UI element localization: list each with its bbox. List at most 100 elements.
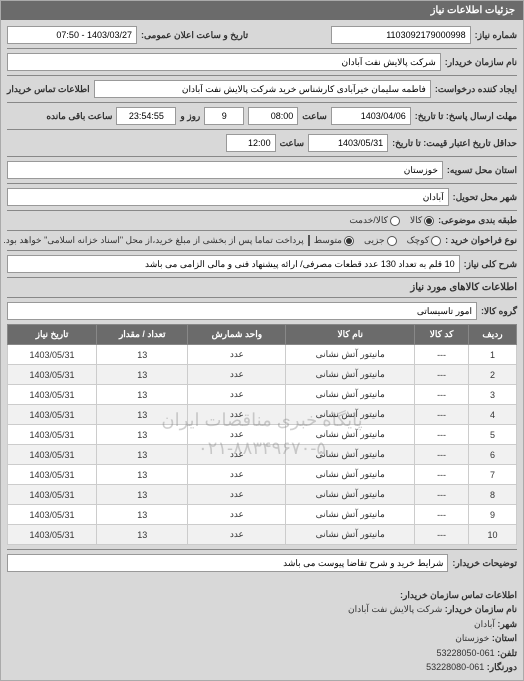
budget-radio-group: کالا کالا/خدمت bbox=[349, 215, 434, 226]
row-province: استان محل تسویه: bbox=[7, 161, 517, 179]
table-cell: مانیتور آتش نشانی bbox=[286, 505, 415, 525]
table-cell: 13 bbox=[97, 465, 188, 485]
table-row: 3---مانیتور آتش نشانیعدد131403/05/31 bbox=[8, 385, 517, 405]
table-cell: --- bbox=[415, 425, 469, 445]
table-cell: 2 bbox=[468, 365, 516, 385]
payment-note: پرداخت تماما پس از بخشی از مبلغ خرید،از … bbox=[3, 235, 304, 246]
table-header: نام کالا bbox=[286, 325, 415, 345]
size-label: نوع فراخوان خرید : bbox=[445, 235, 517, 246]
buyer-name-label: نام سازمان خریدار: bbox=[445, 57, 517, 68]
table-cell: --- bbox=[415, 445, 469, 465]
radio-icon bbox=[431, 236, 441, 246]
province-input[interactable] bbox=[7, 161, 443, 179]
table-cell: --- bbox=[415, 525, 469, 545]
city-label: شهر محل تحویل: bbox=[453, 192, 517, 203]
table-cell: مانیتور آتش نشانی bbox=[286, 425, 415, 445]
deadline-label: مهلت ارسال پاسخ: تا تاریخ: bbox=[415, 111, 517, 122]
row-validity: حداقل تاریخ اعتبار قیمت: تا تاریخ: ساعت bbox=[7, 134, 517, 152]
table-row: 1---مانیتور آتش نشانیعدد131403/05/31 bbox=[8, 345, 517, 365]
panel-header: جزئیات اطلاعات نیاز bbox=[1, 1, 523, 20]
table-header: کد کالا bbox=[415, 325, 469, 345]
table-cell: مانیتور آتش نشانی bbox=[286, 465, 415, 485]
deadline-date-input[interactable] bbox=[331, 107, 411, 125]
goods-table: ردیفکد کالانام کالاواحد شمارشتعداد / مقد… bbox=[7, 324, 517, 545]
row-group: گروه کالا: bbox=[7, 302, 517, 320]
table-cell: مانیتور آتش نشانی bbox=[286, 485, 415, 505]
table-cell: 10 bbox=[468, 525, 516, 545]
announce-label: تاریخ و ساعت اعلان عمومی: bbox=[141, 30, 248, 41]
table-cell: مانیتور آتش نشانی bbox=[286, 405, 415, 425]
announce-input[interactable] bbox=[7, 26, 137, 44]
size-opt-2[interactable]: متوسط bbox=[314, 235, 354, 246]
table-cell: 1403/05/31 bbox=[8, 345, 97, 365]
table-cell: 8 bbox=[468, 485, 516, 505]
table-row: 6---مانیتور آتش نشانیعدد131403/05/31 bbox=[8, 445, 517, 465]
requester-input[interactable] bbox=[94, 80, 431, 98]
table-cell: 13 bbox=[97, 365, 188, 385]
table-row: 9---مانیتور آتش نشانیعدد131403/05/31 bbox=[8, 505, 517, 525]
desc-label: شرح کلی نیاز: bbox=[464, 259, 517, 270]
table-cell: 1403/05/31 bbox=[8, 425, 97, 445]
table-cell: --- bbox=[415, 505, 469, 525]
validity-time-input[interactable] bbox=[226, 134, 276, 152]
table-cell: 13 bbox=[97, 445, 188, 465]
table-cell: مانیتور آتش نشانی bbox=[286, 345, 415, 365]
size-opt-0[interactable]: کوچک bbox=[407, 235, 442, 246]
table-cell: 4 bbox=[468, 405, 516, 425]
main-panel: جزئیات اطلاعات نیاز شماره نیاز: تاریخ و … bbox=[0, 0, 524, 681]
radio-icon bbox=[390, 216, 400, 226]
group-input[interactable] bbox=[7, 302, 477, 320]
table-cell: --- bbox=[415, 485, 469, 505]
row-deadline: مهلت ارسال پاسخ: تا تاریخ: ساعت روز و سا… bbox=[7, 107, 517, 125]
city-input[interactable] bbox=[7, 188, 449, 206]
table-cell: عدد bbox=[188, 345, 286, 365]
table-cell: 1403/05/31 bbox=[8, 405, 97, 425]
remain-days-input bbox=[204, 107, 244, 125]
radio-icon bbox=[387, 236, 397, 246]
row-budget: طبقه بندی موضوعی: کالا کالا/خدمت bbox=[7, 215, 517, 226]
form-content: شماره نیاز: تاریخ و ساعت اعلان عمومی: نا… bbox=[1, 20, 523, 582]
time-label-2: ساعت bbox=[280, 138, 305, 149]
validity-date-input[interactable] bbox=[308, 134, 388, 152]
size-radio-group: کوچک جزیی متوسط bbox=[314, 235, 441, 246]
table-cell: 1403/05/31 bbox=[8, 485, 97, 505]
table-cell: --- bbox=[415, 365, 469, 385]
payment-checkbox[interactable] bbox=[308, 235, 310, 246]
footer-heading: اطلاعات تماس سازمان خریدار: bbox=[400, 590, 517, 600]
table-cell: 1403/05/31 bbox=[8, 445, 97, 465]
buyer-note-input[interactable] bbox=[7, 554, 448, 572]
table-cell: --- bbox=[415, 345, 469, 365]
table-header: ردیف bbox=[468, 325, 516, 345]
deadline-time-input[interactable] bbox=[248, 107, 298, 125]
budget-opt-0[interactable]: کالا bbox=[410, 215, 434, 226]
row-city: شهر محل تحویل: bbox=[7, 188, 517, 206]
desc-input[interactable] bbox=[7, 255, 460, 273]
table-row: 4---مانیتور آتش نشانیعدد131403/05/31 bbox=[8, 405, 517, 425]
table-cell: 13 bbox=[97, 385, 188, 405]
table-cell: 1403/05/31 bbox=[8, 465, 97, 485]
province-label: استان محل تسویه: bbox=[447, 165, 517, 176]
size-opt-1[interactable]: جزیی bbox=[364, 235, 397, 246]
row-buyer-note: توضیحات خریدار: bbox=[7, 554, 517, 572]
table-cell: عدد bbox=[188, 385, 286, 405]
row-request-no: شماره نیاز: تاریخ و ساعت اعلان عمومی: bbox=[7, 26, 517, 44]
request-no-input[interactable] bbox=[331, 26, 471, 44]
request-no-label: شماره نیاز: bbox=[475, 30, 517, 41]
table-cell: مانیتور آتش نشانی bbox=[286, 365, 415, 385]
table-cell: عدد bbox=[188, 525, 286, 545]
validity-label: حداقل تاریخ اعتبار قیمت: تا تاریخ: bbox=[392, 138, 517, 149]
remain-label: ساعت باقی مانده bbox=[46, 111, 112, 122]
table-row: 5---مانیتور آتش نشانیعدد131403/05/31 bbox=[8, 425, 517, 445]
table-cell: عدد bbox=[188, 405, 286, 425]
table-cell: 1403/05/31 bbox=[8, 505, 97, 525]
buyer-name-input[interactable] bbox=[7, 53, 441, 71]
table-cell: مانیتور آتش نشانی bbox=[286, 525, 415, 545]
requester-label: ایجاد کننده درخواست: bbox=[435, 84, 517, 95]
table-cell: مانیتور آتش نشانی bbox=[286, 445, 415, 465]
budget-opt-1[interactable]: کالا/خدمت bbox=[349, 215, 400, 226]
table-cell: 9 bbox=[468, 505, 516, 525]
table-cell: 13 bbox=[97, 485, 188, 505]
table-header: واحد شمارش bbox=[188, 325, 286, 345]
table-wrap: ردیفکد کالانام کالاواحد شمارشتعداد / مقد… bbox=[7, 324, 517, 545]
row-requester: ایجاد کننده درخواست: اطلاعات تماس خریدار bbox=[7, 80, 517, 98]
